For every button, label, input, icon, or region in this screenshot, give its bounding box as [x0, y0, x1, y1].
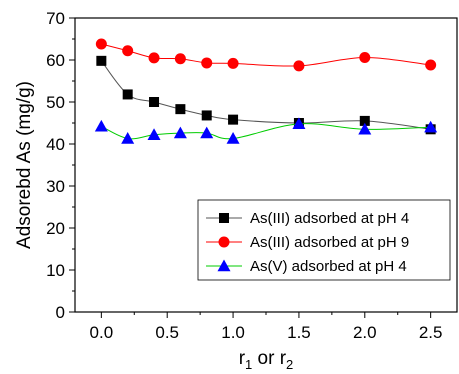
legend-entry-1: As(III) adsorbed at pH 4	[206, 210, 409, 227]
y-tick-label: 60	[46, 51, 65, 70]
data-point	[122, 89, 133, 100]
legend-entry-3: As(V) adsorbed at pH 4	[206, 258, 407, 275]
x-axis-title-base: r	[239, 348, 246, 369]
legend-label: As(V) adsorbed at pH 4	[250, 258, 407, 275]
y-tick-label: 0	[56, 303, 65, 322]
x-tick-label: 2.5	[419, 323, 443, 342]
data-point	[173, 126, 187, 139]
x-tick-label: 0.5	[155, 323, 179, 342]
data-point	[121, 132, 135, 144]
data-point	[122, 45, 134, 57]
y-axis-title: Adsorebd As (mg/g)	[14, 81, 35, 249]
legend-marker	[217, 259, 231, 272]
data-point	[227, 57, 239, 69]
data-point	[359, 115, 370, 126]
series-1	[96, 55, 436, 135]
data-point	[94, 119, 108, 132]
legend-marker	[218, 236, 230, 248]
data-point	[424, 120, 438, 133]
legend-entry-2: As(III) adsorbed at pH 9	[206, 234, 409, 251]
x-tick-label: 1.0	[221, 323, 245, 342]
x-axis-title-mid: or r	[252, 348, 286, 369]
legend: As(III) adsorbed at pH 4 As(III) adsorbed…	[197, 199, 451, 281]
data-point	[358, 122, 372, 135]
data-point	[95, 38, 107, 50]
x-tick-label: 0.0	[90, 323, 114, 342]
series-3	[94, 117, 438, 144]
axes-layer: 0 10 20 30 40 50 60 70 0.0 0.5 1.0 1.5 2.0 2.5	[46, 9, 442, 342]
legend-marker	[219, 213, 229, 223]
x-axis-title-sub2: 2	[286, 357, 293, 372]
data-point	[148, 52, 160, 64]
series-2	[95, 38, 437, 72]
legend-box	[197, 199, 451, 281]
data-point	[174, 53, 186, 65]
data-point	[200, 126, 214, 139]
data-point	[147, 128, 161, 140]
data-point	[292, 117, 306, 130]
data-point	[201, 57, 213, 69]
series-line	[100, 60, 431, 130]
y-tick-label: 50	[46, 93, 65, 112]
data-point	[175, 104, 186, 115]
data-point	[96, 55, 107, 66]
y-tick-label: 10	[46, 261, 65, 280]
y-tick-label: 70	[46, 9, 65, 28]
data-point	[425, 59, 437, 71]
data-point	[359, 51, 371, 63]
x-tick-label: 1.5	[287, 323, 311, 342]
x-axis-title: r1 or r2	[239, 348, 294, 372]
data-point	[201, 110, 212, 121]
data-point	[226, 132, 240, 144]
x-axis-title-sub1: 1	[245, 357, 252, 372]
series-layer	[94, 38, 438, 144]
legend-label: As(III) adsorbed at pH 4	[250, 210, 409, 227]
data-point	[293, 60, 305, 72]
x-tick-label: 2.0	[353, 323, 377, 342]
y-tick-label: 20	[46, 219, 65, 238]
legend-label: As(III) adsorbed at pH 9	[250, 234, 409, 251]
y-tick-label: 40	[46, 135, 65, 154]
data-point	[149, 97, 160, 107]
data-point	[228, 114, 239, 125]
y-tick-label: 30	[46, 177, 65, 196]
